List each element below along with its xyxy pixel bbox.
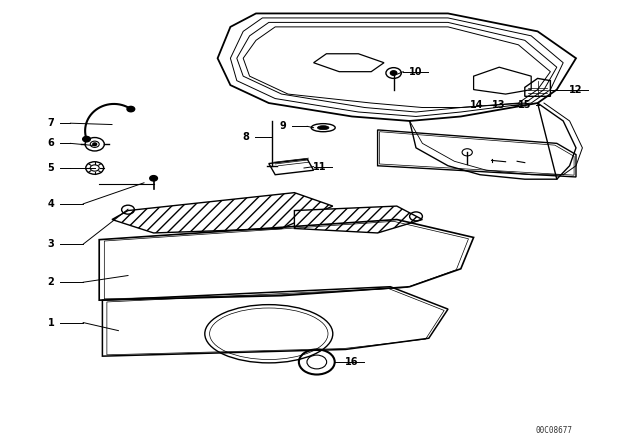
Circle shape (150, 176, 157, 181)
Circle shape (390, 71, 397, 75)
Text: 1: 1 (47, 318, 54, 327)
Ellipse shape (317, 125, 329, 130)
Circle shape (83, 137, 90, 142)
Text: 00C08677: 00C08677 (535, 426, 572, 435)
Text: 15: 15 (518, 100, 531, 110)
Text: 13: 13 (492, 100, 506, 110)
Text: 8: 8 (243, 132, 250, 142)
Text: 9: 9 (280, 121, 287, 131)
Polygon shape (294, 206, 422, 233)
Text: 6: 6 (47, 138, 54, 148)
Polygon shape (112, 193, 333, 233)
Text: 14: 14 (470, 100, 483, 110)
Text: 5: 5 (47, 163, 54, 173)
Text: 7: 7 (47, 118, 54, 128)
Text: 16: 16 (345, 357, 358, 367)
Text: 3: 3 (47, 239, 54, 249)
Text: 10: 10 (409, 67, 422, 77)
Text: 12: 12 (569, 85, 582, 95)
Text: 11: 11 (313, 162, 326, 172)
Text: 4: 4 (47, 199, 54, 209)
Circle shape (127, 106, 134, 112)
Circle shape (93, 143, 97, 146)
Text: 2: 2 (47, 277, 54, 287)
